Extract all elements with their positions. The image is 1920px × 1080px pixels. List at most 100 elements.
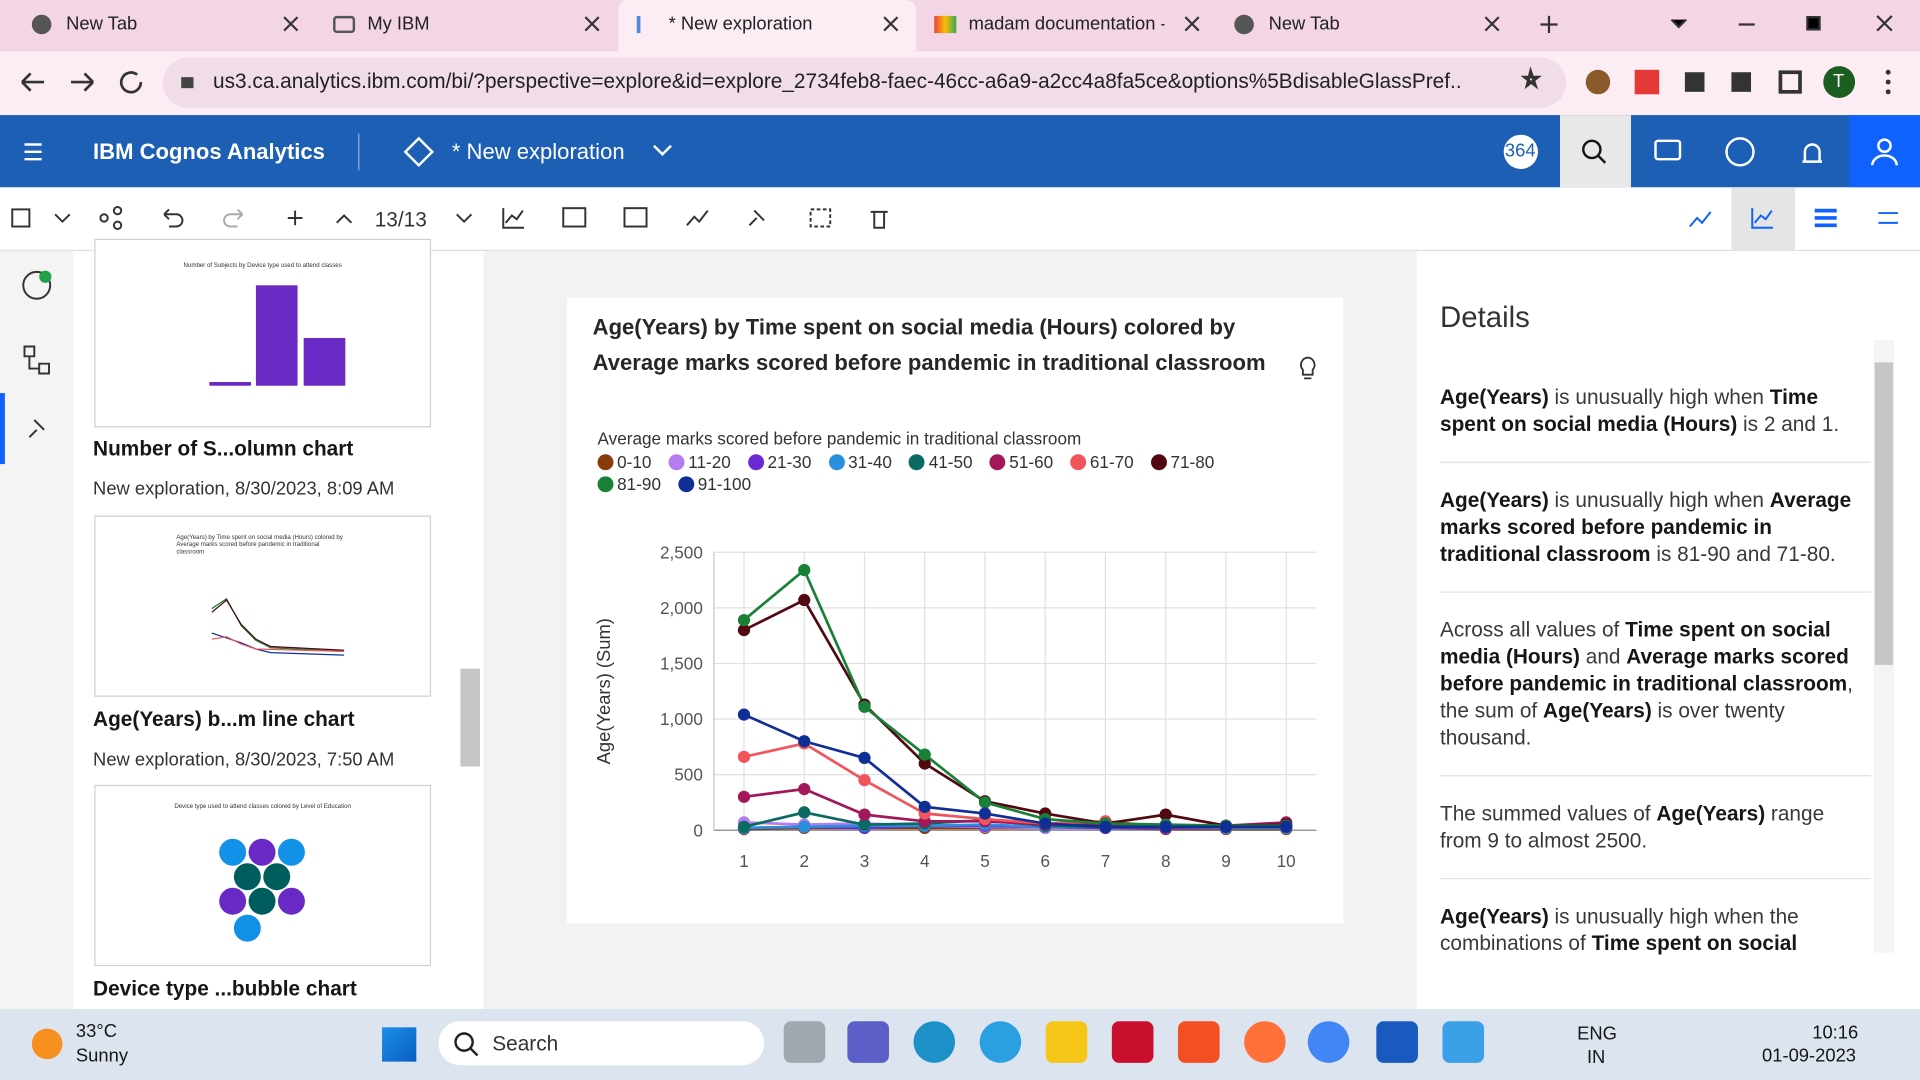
pin-name[interactable]: Age(Years) b...m line chart bbox=[93, 707, 355, 732]
profile-initial[interactable]: T bbox=[1833, 71, 1845, 92]
app-icon[interactable] bbox=[1045, 1021, 1088, 1063]
app-icon[interactable] bbox=[847, 1021, 889, 1063]
ext-icon[interactable] bbox=[1684, 72, 1705, 92]
product-name[interactable]: IBM Cognos Analytics bbox=[93, 139, 325, 165]
start[interactable] bbox=[382, 1027, 417, 1062]
close-icons[interactable] bbox=[283, 15, 1893, 34]
legend-item[interactable]: 61-70 bbox=[1070, 452, 1134, 471]
app-icon[interactable] bbox=[1307, 1021, 1350, 1063]
language[interactable]: ENG bbox=[1577, 1023, 1617, 1045]
legend-item[interactable]: 21-30 bbox=[747, 452, 811, 471]
pins[interactable] bbox=[28, 419, 45, 438]
tab-title[interactable]: madam documentation - bbox=[968, 13, 1165, 35]
data-point bbox=[918, 748, 931, 761]
clock-time[interactable]: 10:16 bbox=[1812, 1022, 1859, 1044]
legend-item[interactable]: 0-10 bbox=[597, 452, 651, 471]
pin-thumbnail[interactable]: Number of Subjects by Device type used t… bbox=[94, 238, 432, 428]
legend-item[interactable]: 31-40 bbox=[828, 452, 892, 471]
help[interactable] bbox=[1725, 137, 1755, 167]
insight-text: The summed values of bbox=[1440, 802, 1657, 826]
pin-thumbnail[interactable]: Age(Years) by Time spent on social media… bbox=[94, 515, 432, 697]
badge[interactable] bbox=[1503, 134, 1538, 169]
scrollbar[interactable] bbox=[460, 668, 481, 767]
y-tick-label: 0 bbox=[693, 820, 703, 840]
forward[interactable] bbox=[71, 72, 95, 92]
app-icon[interactable] bbox=[913, 1021, 956, 1063]
app-icon[interactable] bbox=[783, 1021, 826, 1063]
assistant[interactable] bbox=[22, 270, 52, 300]
insight: Age(Years) is unusually high when Averag… bbox=[1440, 487, 1862, 568]
download[interactable] bbox=[1731, 72, 1752, 92]
app-icon[interactable] bbox=[1177, 1021, 1220, 1063]
data-point bbox=[798, 806, 811, 819]
insight-text: Age(Years) bbox=[1542, 699, 1652, 723]
details-scroll-thumb[interactable] bbox=[1874, 362, 1894, 665]
tab-title[interactable]: * New exploration bbox=[668, 13, 813, 35]
app-icon[interactable] bbox=[979, 1021, 1022, 1063]
legend-item[interactable]: 91-100 bbox=[678, 474, 751, 493]
insight-text: Across all values of bbox=[1440, 618, 1626, 642]
legend-item[interactable]: 41-50 bbox=[909, 451, 973, 472]
insight-text: is 2 and 1. bbox=[1737, 412, 1840, 436]
clock-date[interactable]: 01-09-2023 bbox=[1762, 1045, 1857, 1067]
insight-text: Average marks scored before pandemic in … bbox=[1440, 488, 1852, 566]
notifications[interactable] bbox=[1802, 143, 1823, 163]
active-tool[interactable] bbox=[1731, 187, 1796, 250]
search-text[interactable]: Search bbox=[492, 1032, 559, 1056]
app-icon[interactable] bbox=[1244, 1021, 1286, 1063]
url[interactable]: us3.ca.analytics.ibm.com/bi/?perspective… bbox=[213, 69, 1463, 94]
url-field[interactable] bbox=[162, 57, 1567, 108]
legend-item[interactable]: 81-90 bbox=[597, 474, 661, 493]
data-tree[interactable] bbox=[23, 345, 50, 375]
profile[interactable] bbox=[1823, 66, 1856, 98]
pin-meta: New exploration, 8/30/2023, 7:50 AM bbox=[93, 749, 395, 771]
search-button[interactable] bbox=[1560, 115, 1632, 188]
tab-title[interactable]: New Tab bbox=[66, 13, 138, 35]
thumb-bar bbox=[303, 337, 346, 386]
insight-text: is over twenty thousand. bbox=[1440, 699, 1785, 750]
legend-item[interactable]: 71-80 bbox=[1150, 452, 1214, 471]
bookmark[interactable] bbox=[1520, 66, 1542, 90]
tab-title[interactable]: My IBM bbox=[367, 13, 430, 35]
tab-icon bbox=[1234, 14, 1254, 35]
temperature[interactable]: 33°C bbox=[75, 1021, 117, 1043]
separator bbox=[1440, 461, 1872, 463]
side-panel[interactable] bbox=[1778, 70, 1802, 94]
active-tab[interactable] bbox=[618, 0, 916, 52]
weather[interactable]: Sunny bbox=[75, 1045, 129, 1067]
legend-item[interactable]: 51-60 bbox=[989, 452, 1053, 471]
taskbar-search[interactable] bbox=[438, 1021, 765, 1066]
pin-thumbnail[interactable]: Device type used to attend classes color… bbox=[94, 784, 432, 967]
insight-icon[interactable] bbox=[1296, 355, 1320, 384]
legend-label: 41-50 bbox=[928, 451, 973, 472]
tab-title[interactable]: New Tab bbox=[1268, 13, 1340, 35]
y-tick-label: 1,500 bbox=[660, 654, 703, 674]
legend-item[interactable]: 11-20 bbox=[668, 452, 731, 471]
dropdown[interactable] bbox=[653, 144, 672, 157]
tab-icon bbox=[333, 15, 356, 34]
region[interactable]: IN bbox=[1586, 1046, 1606, 1068]
exploration-name[interactable]: * New exploration bbox=[451, 139, 625, 165]
lock bbox=[181, 77, 194, 89]
legend-swatch bbox=[747, 453, 764, 470]
save[interactable] bbox=[11, 208, 31, 228]
data-point bbox=[858, 818, 871, 831]
app-icon[interactable] bbox=[1376, 1021, 1418, 1063]
data-point bbox=[798, 593, 811, 607]
ext-icon[interactable] bbox=[1634, 69, 1660, 95]
menu[interactable] bbox=[24, 143, 42, 161]
pin-name[interactable]: Number of S...olumn chart bbox=[93, 437, 354, 461]
app-icon[interactable] bbox=[1442, 1021, 1485, 1063]
series-line bbox=[743, 713, 1287, 829]
pin-name[interactable]: Device type ...bubble chart bbox=[93, 977, 357, 1001]
insight-text: Time spent on social media bbox=[1591, 931, 1798, 956]
app-icon[interactable] bbox=[1111, 1021, 1154, 1063]
ext-icon[interactable] bbox=[1585, 69, 1611, 95]
thumb-title: Number of Subjects by Device type used t… bbox=[183, 262, 342, 270]
back[interactable] bbox=[21, 72, 45, 92]
page-counter[interactable]: 13/13 bbox=[374, 208, 427, 232]
insight: Across all values of Time spent on socia… bbox=[1440, 617, 1862, 752]
reload[interactable] bbox=[119, 71, 143, 94]
insight: Age(Years) is unusually high when Time s… bbox=[1440, 384, 1862, 438]
chat[interactable] bbox=[1654, 139, 1682, 161]
